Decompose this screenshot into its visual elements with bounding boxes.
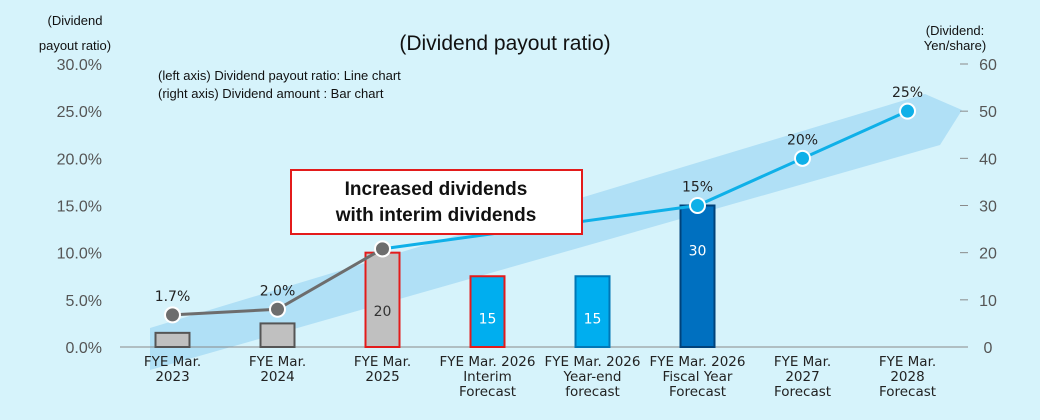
payout-point-label: 20% — [787, 132, 818, 148]
dividend-bar — [469, 275, 506, 348]
x-axis-category-label: 2028 — [890, 369, 924, 385]
right-axis: 0 10 20 30 40 50 60 — [960, 57, 997, 357]
callout-line1: Increased dividends — [345, 179, 528, 200]
payout-point-label: 1.7% — [155, 289, 191, 305]
bar-value-label: 15 — [479, 312, 497, 328]
payout-point-label: 2.0% — [260, 283, 296, 299]
x-axis-category-label: FYE Mar. — [249, 354, 306, 370]
payout-point — [374, 240, 391, 258]
left-axis-title-line2: payout ratio) — [39, 38, 111, 53]
left-axis-tick-label: 0.0% — [66, 340, 102, 357]
x-axis-category-label: forecast — [565, 384, 620, 400]
dividend-bar — [364, 251, 401, 349]
dividend-bar — [574, 275, 611, 348]
right-axis-tick-label: 60 — [979, 57, 997, 74]
right-axis-title-line1: (Dividend: — [926, 23, 985, 38]
bar-series: 20 15 15 30 — [154, 204, 716, 349]
x-axis-category-label: 2027 — [785, 369, 819, 385]
legend-note-line: (left axis) Dividend payout ratio: Line … — [158, 68, 401, 83]
x-axis-category-label: Fiscal Year — [663, 369, 733, 385]
dividend-bar — [259, 322, 296, 348]
right-axis-tick-label: 10 — [979, 293, 997, 310]
x-axis-category-label: Year-end — [562, 369, 621, 385]
callout-line2: with interim dividends — [335, 205, 537, 226]
legend-note-bar: (right axis) Dividend amount : Bar chart — [158, 86, 384, 101]
right-axis-tick-label: 40 — [979, 151, 997, 168]
right-axis-tick-label: 50 — [979, 104, 997, 121]
bar-value-label: 15 — [584, 312, 602, 328]
payout-point-label: 25% — [892, 85, 923, 101]
x-axis-category-label: Forecast — [879, 384, 936, 400]
payout-point — [164, 306, 181, 324]
bar-value-label: 30 — [689, 244, 707, 260]
payout-point — [899, 102, 916, 120]
x-axis-category-label: Forecast — [669, 384, 726, 400]
dividend-bar — [154, 331, 191, 349]
payout-point — [794, 149, 811, 167]
left-axis-tick-label: 30.0% — [57, 57, 102, 74]
x-axis-category-label: 2024 — [260, 369, 294, 385]
right-axis-tick-label: 20 — [979, 246, 997, 263]
x-axis-category-label: Forecast — [774, 384, 831, 400]
chart-title: (Dividend payout ratio) — [399, 32, 610, 55]
right-axis-tick-label: 30 — [979, 199, 997, 216]
left-axis-tick-label: 15.0% — [57, 199, 102, 216]
x-axis-category-label: FYE Mar. — [354, 354, 411, 370]
bar-value-label: 20 — [374, 304, 392, 320]
payout-point — [269, 300, 286, 318]
x-axis-category-label: FYE Mar. 2026 — [649, 354, 745, 370]
left-axis-tick-label: 5.0% — [66, 293, 102, 310]
payout-point-label: 15% — [682, 180, 713, 196]
x-axis-category-label: Interim — [463, 369, 512, 385]
dividend-bar — [679, 204, 716, 348]
x-axis-category-label: FYE Mar. 2026 — [439, 354, 535, 370]
x-axis-category-label: 2023 — [155, 369, 189, 385]
right-axis-tick-label: 0 — [984, 340, 993, 357]
left-axis-tick-label: 10.0% — [57, 246, 102, 263]
x-axis-category-label: FYE Mar. — [879, 354, 936, 370]
right-axis-title-line2: Yen/share) — [924, 38, 986, 53]
x-axis-category-label: 2025 — [365, 369, 399, 385]
x-axis-category-label: Forecast — [459, 384, 516, 400]
callout-box — [290, 169, 583, 235]
left-axis: 0.0% 5.0% 10.0% 15.0% 20.0% 25.0% 30.0% — [57, 57, 102, 357]
left-axis-tick-label: 25.0% — [57, 104, 102, 121]
x-axis-category-label: FYE Mar. — [144, 354, 201, 370]
x-axis-category-label: FYE Mar. — [774, 354, 831, 370]
left-axis-title-line1: (Dividend — [48, 13, 103, 28]
x-axis-category-label: FYE Mar. 2026 — [544, 354, 640, 370]
left-axis-tick-label: 20.0% — [57, 151, 102, 168]
payout-point — [689, 197, 706, 214]
